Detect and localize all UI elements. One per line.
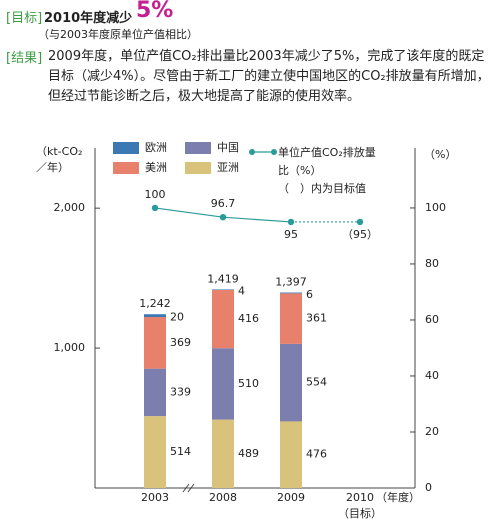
bar-segment: [144, 317, 166, 369]
legend-marker: [271, 149, 277, 155]
bar-value-label: 416: [238, 312, 259, 325]
bar-total-label: 1,397: [275, 276, 307, 289]
bar-segment: [212, 289, 234, 291]
axis-break: [182, 483, 195, 493]
bar-value-label: 361: [306, 312, 327, 325]
x-tick-note: （目标）: [338, 506, 382, 520]
legend-line-label: 单位产值CO₂排放量比（%）: [278, 146, 376, 177]
target-text: 2010年度减少: [44, 11, 133, 26]
target-label: [目标]: [6, 11, 43, 26]
bar-segment: [144, 368, 166, 417]
x-tick-label: 2008: [209, 491, 237, 504]
result-text: 2009年度，单位产值CO₂排出量比2003年减少了5%，完成了该年度的既定目标…: [48, 49, 490, 104]
legend-label: 欧洲: [145, 141, 167, 154]
y-tick-label: 1,000: [54, 341, 86, 354]
legend-swatch: [185, 142, 211, 154]
bar-value-label: 339: [170, 385, 191, 398]
legend-marker: [249, 149, 255, 155]
bar-segment: [280, 421, 302, 488]
line-marker: [287, 218, 295, 226]
bar-value-label: 489: [238, 447, 259, 460]
y2-tick-label: 0: [425, 481, 432, 494]
legend-label: 亚洲: [217, 161, 239, 174]
bar-value-label: 4: [238, 285, 245, 298]
bar-segment: [144, 416, 166, 488]
legend-swatch: [113, 162, 139, 174]
line-value-label: 96.7: [211, 197, 236, 210]
target-value: 5%: [136, 0, 174, 23]
y-axis-title: （kt-CO₂／年）: [36, 145, 83, 174]
legend-swatch: [113, 142, 139, 154]
line-marker: [356, 218, 364, 226]
bar-segment: [280, 293, 302, 344]
line-marker: [151, 204, 159, 212]
bar-segment: [212, 348, 234, 420]
bar-value-label: 554: [306, 376, 327, 389]
y2-axis-title: （%）: [424, 148, 457, 161]
line-marker: [219, 213, 227, 221]
legend-swatch: [185, 162, 211, 174]
legend-note: （ ）内为目标值: [278, 182, 366, 195]
y2-tick-label: 40: [425, 369, 439, 382]
legend-label: 中国: [217, 141, 239, 154]
line-value-label: 95: [284, 228, 298, 241]
legend-label: 美洲: [145, 161, 167, 174]
bar-value-label: 20: [170, 311, 184, 324]
bar-segment: [280, 292, 302, 294]
line-value-label: （95）: [342, 228, 378, 241]
bar-value-label: 510: [238, 377, 259, 390]
bar-segment: [212, 290, 234, 349]
y2-tick-label: 20: [425, 425, 439, 438]
y2-tick-label: 80: [425, 257, 439, 270]
bar-segment: [212, 419, 234, 488]
line-value-label: 100: [145, 188, 166, 201]
bar-value-label: 6: [306, 288, 313, 301]
x-tick-label: 2003: [141, 491, 169, 504]
y2-tick-label: 60: [425, 313, 439, 326]
bar-total-label: 1,419: [207, 272, 239, 285]
y-tick-label: 2,000: [54, 201, 86, 214]
x-tick-label: 2010: [346, 491, 374, 504]
bar-segment: [280, 343, 302, 422]
y2-tick-label: 100: [425, 201, 446, 214]
bar-total-label: 1,242: [139, 297, 171, 310]
target-note: （与2003年度原单位产值相比）: [38, 28, 198, 41]
result-label: [结果]: [6, 51, 43, 66]
bar-value-label: 369: [170, 336, 191, 349]
x-tick-label: 2009: [277, 491, 305, 504]
x-axis-title: （年度）: [376, 490, 420, 504]
bar-segment: [144, 314, 166, 318]
bar-value-label: 476: [306, 448, 327, 461]
bar-value-label: 514: [170, 445, 191, 458]
